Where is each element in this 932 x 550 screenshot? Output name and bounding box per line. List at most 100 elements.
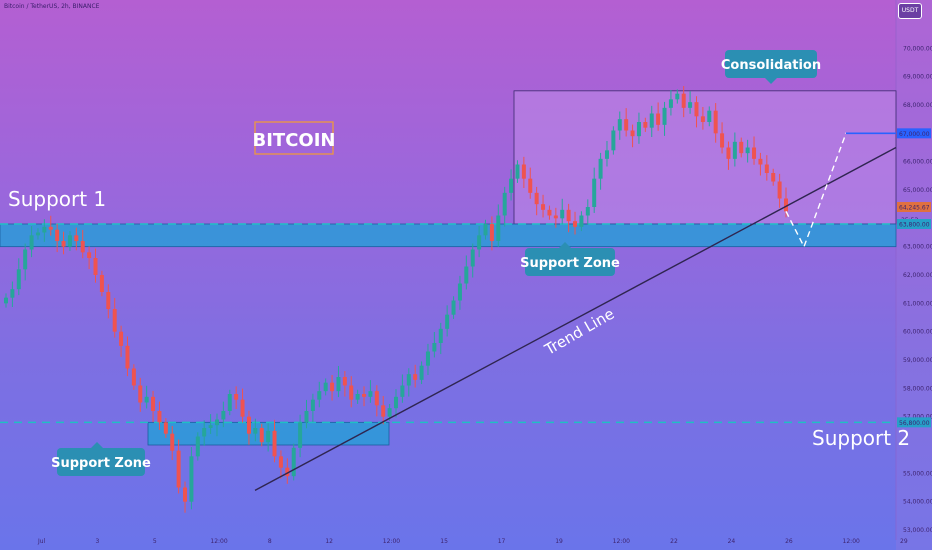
- candle-body: [310, 399, 315, 411]
- candle-body: [528, 178, 533, 193]
- candle-body: [298, 422, 303, 448]
- x-tick-label: 19: [555, 538, 563, 545]
- candle-body: [381, 405, 386, 417]
- candle-body: [604, 150, 609, 159]
- target-price-badge: 67,000.00: [899, 131, 930, 138]
- support-zone-right-label: Support Zone: [520, 256, 620, 271]
- candle-body: [394, 396, 398, 409]
- candle-body: [278, 456, 283, 468]
- candle-body: [304, 411, 309, 423]
- candle-body: [553, 215, 558, 219]
- candle-body: [509, 178, 514, 193]
- candle-body: [163, 422, 168, 434]
- candle-body: [534, 192, 539, 205]
- candle-body: [170, 433, 175, 451]
- currency-button[interactable]: USDT: [898, 3, 922, 19]
- candle-body: [87, 252, 92, 258]
- x-tick-label: 22: [670, 538, 678, 545]
- candle-body: [368, 391, 373, 397]
- consolidation-label-bg: [725, 50, 817, 78]
- support2-price-badge-bg: [897, 417, 931, 428]
- candle-body: [189, 456, 194, 502]
- candle-body: [183, 487, 188, 502]
- candle-body: [266, 430, 271, 443]
- candle-body: [451, 300, 456, 315]
- candle-body: [489, 224, 494, 241]
- x-tick-label: 24: [728, 538, 736, 545]
- y-tick-label: 53,000.00: [903, 527, 932, 534]
- support2-price-badge: 56,800.00: [899, 420, 930, 427]
- candle-body: [23, 249, 28, 270]
- x-tick-label: 17: [498, 538, 506, 545]
- y-tick-label: 58,000.00: [903, 385, 932, 392]
- candle-body: [419, 365, 424, 380]
- candle-body: [131, 368, 136, 386]
- candle-body: [592, 178, 597, 207]
- candle-body: [496, 215, 501, 241]
- candle-body: [374, 391, 379, 406]
- candle-body: [713, 110, 718, 134]
- candle-body: [112, 309, 117, 332]
- candle-body: [432, 343, 437, 352]
- candle-body: [752, 147, 757, 159]
- x-tick-label: 26: [785, 538, 793, 545]
- support-zone-left-label-tail: [91, 442, 103, 448]
- candle-body: [119, 331, 124, 346]
- candle-body: [336, 377, 341, 392]
- candle-body: [694, 102, 699, 117]
- candle-body: [29, 235, 34, 250]
- consolidation-label-tail: [765, 78, 777, 84]
- candle-body: [438, 328, 443, 343]
- candle-body: [234, 394, 239, 400]
- candle-body: [656, 113, 661, 125]
- last-price-badge-bg: [897, 202, 931, 212]
- candle-body: [566, 209, 571, 222]
- candle-body: [547, 209, 552, 216]
- candle-body: [342, 377, 347, 386]
- candle-body: [630, 130, 635, 137]
- candle-body: [400, 385, 405, 397]
- target-price-badge-bg: [897, 128, 931, 139]
- candle-body: [125, 345, 130, 369]
- y-tick-label: 69,000.00: [903, 74, 932, 81]
- candle-body: [67, 235, 72, 247]
- candle-body: [470, 249, 475, 267]
- trend-line: [254, 146, 897, 491]
- support2-label: Support 2: [812, 426, 910, 450]
- y-tick-label: 65,000.00: [903, 187, 932, 194]
- candle-body: [208, 425, 213, 428]
- y-tick-label: 61,000.00: [903, 300, 932, 307]
- candle-body: [624, 119, 629, 131]
- support-zone-left-label-bg: [57, 448, 145, 476]
- y-tick-label: 63,000.00: [903, 244, 932, 251]
- candle-body: [227, 394, 232, 411]
- consolidation-label: Consolidation: [721, 58, 821, 73]
- candle-body: [483, 224, 488, 236]
- candle-body: [515, 164, 520, 179]
- candle-body: [464, 266, 469, 284]
- candle-body: [35, 232, 40, 236]
- x-tick-label: 12: [325, 538, 333, 545]
- candle-body: [457, 283, 462, 301]
- y-tick-label: 60,000.00: [903, 329, 932, 336]
- candle-body: [720, 133, 725, 148]
- candle-body: [99, 275, 104, 292]
- candle-body: [176, 450, 181, 488]
- candle-body: [214, 419, 219, 426]
- support-zone-right-label-tail: [559, 242, 571, 248]
- candle-body: [106, 292, 111, 309]
- candle-body: [157, 411, 162, 423]
- candle-body: [477, 235, 482, 250]
- candle-body: [240, 399, 245, 417]
- candle-body: [355, 394, 360, 400]
- candle-body: [771, 173, 776, 182]
- x-tick-label: 12:00: [843, 538, 860, 545]
- candle-body: [16, 269, 21, 290]
- candle-body: [387, 408, 392, 417]
- candle-body: [745, 147, 750, 154]
- candle-body: [362, 394, 367, 397]
- candle-body: [80, 241, 85, 253]
- candle-body: [585, 207, 590, 216]
